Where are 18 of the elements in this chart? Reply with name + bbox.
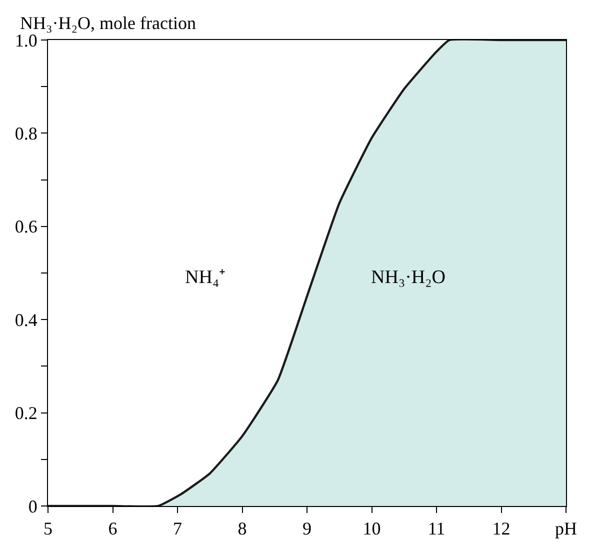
y-axis-title: NH₃·H₂O, mole fraction bbox=[20, 13, 196, 33]
x-tick-label: 7 bbox=[173, 518, 182, 539]
x-tick-label: 5 bbox=[44, 518, 52, 539]
y-tick-label: 1.0 bbox=[14, 30, 38, 50]
x-tick-label: 9 bbox=[302, 518, 312, 539]
y-tick-label: 0.8 bbox=[14, 124, 38, 144]
y-tick-label: 0.4 bbox=[14, 310, 38, 330]
y-tick-label: 0 bbox=[28, 496, 38, 516]
annotation: NH₄⁺ bbox=[185, 267, 226, 288]
annotation: NH₃·H₂O bbox=[371, 267, 446, 288]
x-tick-label: pH bbox=[555, 518, 577, 539]
y-tick-label: 0.6 bbox=[14, 216, 38, 237]
x-tick-label: 8 bbox=[238, 518, 247, 539]
y-tick-label: 0.2 bbox=[14, 403, 38, 424]
x-tick-label: 6 bbox=[108, 518, 118, 539]
x-tick-label: 10 bbox=[362, 518, 381, 539]
x-tick-label: 11 bbox=[428, 518, 446, 539]
x-tick-label: 12 bbox=[492, 518, 510, 539]
